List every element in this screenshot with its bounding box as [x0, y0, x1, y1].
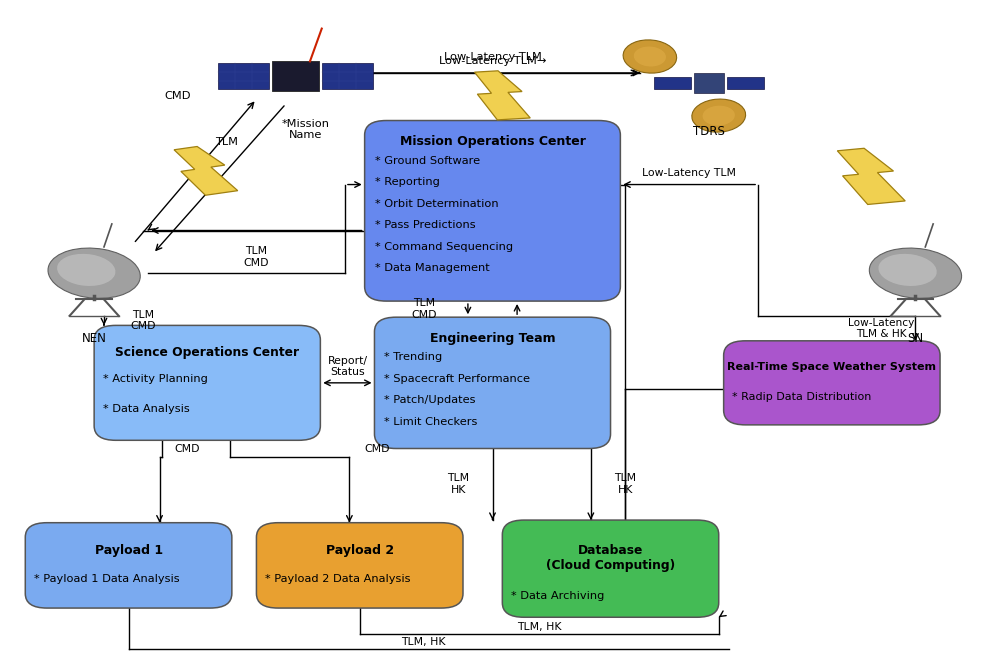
- Text: TLM, HK: TLM, HK: [402, 636, 446, 647]
- Text: TDRS: TDRS: [693, 126, 725, 138]
- Text: Low-Latency
TLM & HK: Low-Latency TLM & HK: [848, 318, 914, 339]
- Text: Real-Time Space Weather System: Real-Time Space Weather System: [727, 362, 937, 372]
- Ellipse shape: [624, 40, 677, 73]
- Text: Payload 1: Payload 1: [95, 544, 163, 557]
- FancyBboxPatch shape: [724, 341, 940, 425]
- Text: * Data Management: * Data Management: [375, 263, 490, 273]
- Text: TLM: TLM: [216, 137, 238, 147]
- Text: Low-Latency TLM→: Low-Latency TLM→: [438, 56, 547, 66]
- FancyBboxPatch shape: [374, 317, 611, 449]
- Text: Low-Latency TLM: Low-Latency TLM: [642, 168, 736, 178]
- FancyBboxPatch shape: [322, 63, 373, 89]
- Text: Science Operations Center: Science Operations Center: [115, 345, 299, 359]
- FancyBboxPatch shape: [694, 73, 724, 93]
- Text: * Data Analysis: * Data Analysis: [103, 404, 190, 414]
- Text: CMD: CMD: [364, 444, 390, 454]
- Ellipse shape: [870, 248, 961, 298]
- Text: * Limit Checkers: * Limit Checkers: [384, 417, 478, 426]
- Text: * Trending: * Trending: [384, 353, 442, 363]
- FancyBboxPatch shape: [95, 326, 320, 440]
- Ellipse shape: [57, 254, 115, 286]
- Ellipse shape: [633, 47, 666, 66]
- Text: *Mission
Name: *Mission Name: [282, 119, 330, 141]
- Text: TLM
CMD: TLM CMD: [411, 298, 436, 320]
- Text: Report/
Status: Report/ Status: [327, 355, 367, 377]
- Text: CMD: CMD: [174, 444, 200, 454]
- Text: TLM
HK: TLM HK: [615, 474, 636, 495]
- Text: TLM
HK: TLM HK: [447, 474, 469, 495]
- FancyBboxPatch shape: [26, 522, 231, 608]
- Text: Engineering Team: Engineering Team: [429, 332, 556, 345]
- Text: * Data Archiving: * Data Archiving: [511, 591, 605, 601]
- Text: Database
(Cloud Computing): Database (Cloud Computing): [546, 544, 675, 572]
- Ellipse shape: [691, 99, 746, 132]
- Ellipse shape: [879, 254, 937, 286]
- Text: * Ground Software: * Ground Software: [375, 156, 480, 166]
- Polygon shape: [475, 71, 530, 120]
- FancyBboxPatch shape: [256, 522, 463, 608]
- Text: * Command Sequencing: * Command Sequencing: [375, 241, 513, 252]
- Text: * Payload 2 Data Analysis: * Payload 2 Data Analysis: [265, 574, 410, 584]
- Text: * Patch/Updates: * Patch/Updates: [384, 395, 476, 405]
- Text: Mission Operations Center: Mission Operations Center: [400, 135, 585, 148]
- Text: Payload 2: Payload 2: [326, 544, 394, 557]
- Polygon shape: [837, 148, 905, 205]
- Text: CMD: CMD: [164, 91, 191, 101]
- FancyBboxPatch shape: [272, 61, 319, 91]
- FancyBboxPatch shape: [502, 520, 719, 617]
- Text: NEN: NEN: [82, 332, 106, 345]
- Ellipse shape: [702, 106, 735, 126]
- Text: * Orbit Determination: * Orbit Determination: [375, 199, 498, 209]
- Text: TLM, HK: TLM, HK: [517, 622, 561, 632]
- FancyBboxPatch shape: [218, 63, 269, 89]
- Text: TLM
CMD: TLM CMD: [131, 310, 156, 332]
- Text: * Reporting: * Reporting: [375, 178, 439, 188]
- Ellipse shape: [48, 248, 140, 298]
- Text: * Payload 1 Data Analysis: * Payload 1 Data Analysis: [33, 574, 179, 584]
- Text: SN: SN: [907, 332, 924, 345]
- Text: * Radip Data Distribution: * Radip Data Distribution: [732, 392, 872, 401]
- Text: * Pass Predictions: * Pass Predictions: [375, 220, 476, 230]
- Polygon shape: [174, 147, 237, 195]
- FancyBboxPatch shape: [364, 120, 621, 301]
- FancyBboxPatch shape: [654, 77, 691, 89]
- Text: * Activity Planning: * Activity Planning: [103, 374, 208, 384]
- Text: TLM
CMD: TLM CMD: [243, 246, 269, 268]
- FancyBboxPatch shape: [727, 77, 764, 89]
- Text: * Spacecraft Performance: * Spacecraft Performance: [384, 374, 530, 384]
- Text: Low-Latency TLM: Low-Latency TLM: [443, 53, 542, 63]
